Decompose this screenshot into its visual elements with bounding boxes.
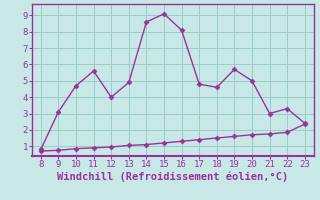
X-axis label: Windchill (Refroidissement éolien,°C): Windchill (Refroidissement éolien,°C): [57, 172, 288, 182]
